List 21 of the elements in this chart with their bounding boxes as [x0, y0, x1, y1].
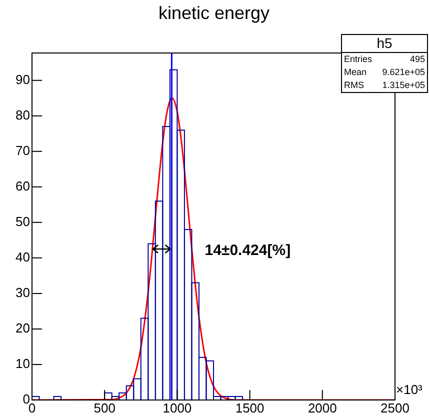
- x-tick-label: 1000: [162, 400, 192, 416]
- x-tick-label: 1500: [235, 400, 264, 416]
- annotation: 14±0.424[%]: [204, 242, 291, 259]
- text: Entries 495: [344, 54, 425, 64]
- y-tick-label: 50: [16, 214, 30, 229]
- y-tick-label: 10: [16, 356, 30, 372]
- text: RMS 1.315e+05: [344, 80, 425, 90]
- x-tick-label: 500: [94, 400, 116, 416]
- chart-title: kinetic energy: [158, 2, 270, 23]
- y-tick-label: 20: [16, 320, 30, 336]
- text: Mean 9.621e+05: [344, 67, 425, 77]
- text: h5: [342, 35, 427, 53]
- y-tick-label: 40: [16, 250, 30, 265]
- y-tick-label: 80: [16, 107, 30, 122]
- y-tick-label: 60: [16, 178, 30, 194]
- x-tick-label: 2500: [380, 400, 410, 416]
- y-tick-label: 70: [16, 142, 30, 158]
- y-tick-label: 90: [16, 72, 30, 87]
- y-tick-label: 30: [16, 285, 30, 300]
- x-tick-label: 2000: [308, 400, 337, 416]
- text: ×10³: [396, 382, 422, 397]
